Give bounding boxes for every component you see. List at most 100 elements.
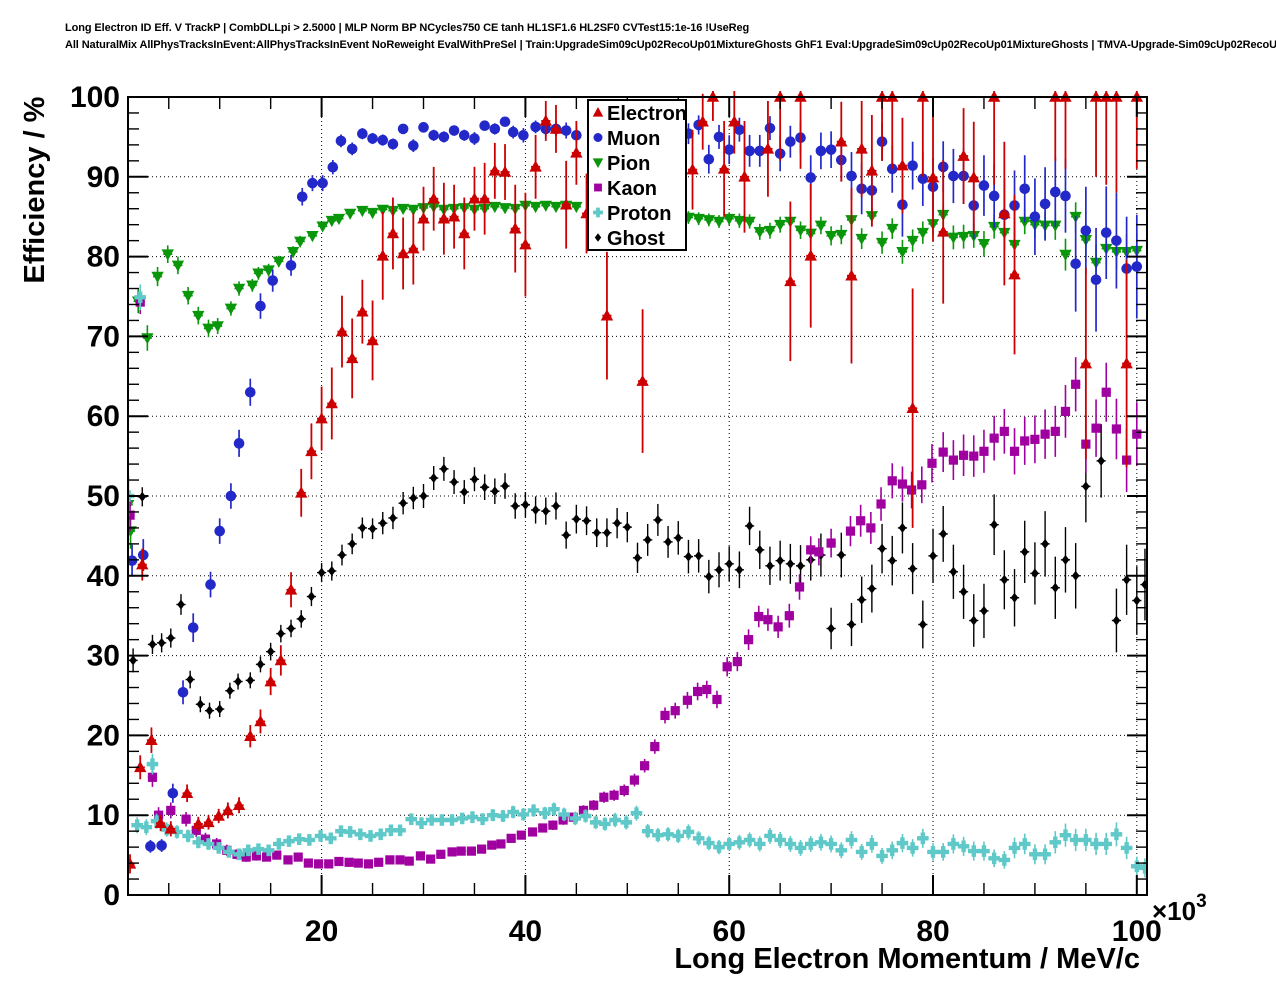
data-point [876, 487, 886, 521]
data-point [733, 213, 746, 228]
data-point [886, 91, 899, 169]
data-point [835, 225, 848, 245]
data-point [366, 207, 379, 220]
data-point [225, 483, 237, 509]
data-point [918, 600, 928, 649]
data-point [866, 835, 878, 853]
data-point [650, 739, 660, 754]
data-point [507, 805, 519, 819]
data-point [366, 300, 379, 381]
data-point [286, 246, 300, 259]
data-point [1060, 159, 1071, 233]
data-point [673, 521, 683, 555]
data-point [134, 284, 147, 311]
x-tick-label: 100 [1112, 915, 1162, 948]
data-point [636, 309, 649, 453]
data-point [303, 834, 316, 846]
data-point [602, 518, 612, 548]
data-point [814, 216, 828, 235]
data-point [255, 293, 266, 319]
data-point [529, 201, 542, 214]
data-point [1090, 227, 1102, 332]
data-point [316, 221, 329, 233]
data-point [295, 468, 308, 517]
y-tick-label: 90 [87, 161, 120, 194]
data-point [407, 212, 420, 285]
data-point [303, 858, 313, 868]
data-point [324, 859, 334, 869]
data-point [717, 120, 731, 217]
data-point [284, 572, 298, 608]
data-point [128, 544, 138, 577]
data-point [979, 429, 989, 473]
data-point [907, 471, 917, 509]
data-point [773, 216, 787, 233]
data-point [181, 812, 191, 827]
data-point [908, 543, 918, 595]
data-point [1069, 828, 1082, 852]
data-point [192, 816, 205, 832]
data-point [530, 120, 541, 134]
legend-label: Electron [607, 103, 687, 125]
data-point [1049, 156, 1061, 228]
data-point [425, 814, 438, 826]
data-point [456, 846, 466, 856]
series-electron [128, 91, 1144, 874]
data-point [794, 221, 807, 240]
data-point [1122, 544, 1132, 615]
data-point [723, 135, 735, 165]
data-point [785, 543, 795, 584]
data-point [211, 318, 224, 335]
data-point [488, 201, 502, 214]
data-point [906, 288, 919, 528]
data-point [128, 854, 137, 874]
data-point [324, 832, 337, 845]
data-point [396, 203, 410, 216]
data-point [896, 239, 909, 264]
data-point [509, 184, 522, 273]
data-point [245, 672, 255, 689]
data-point [703, 835, 715, 851]
data-point [417, 186, 430, 251]
data-point [1096, 424, 1106, 498]
data-point [826, 528, 836, 558]
data-point [506, 833, 516, 843]
data-point [804, 183, 817, 328]
data-point [1110, 822, 1123, 847]
data-point [897, 502, 908, 554]
data-point [1101, 362, 1111, 422]
data-point [957, 836, 970, 856]
data-point [570, 201, 583, 214]
data-point [1030, 415, 1040, 464]
data-point [948, 544, 958, 599]
data-point [969, 594, 979, 647]
data-point [437, 182, 451, 255]
data-point [1049, 831, 1062, 854]
data-point [917, 828, 929, 848]
y-tick-label: 50 [87, 480, 120, 513]
data-point [315, 386, 328, 451]
data-point [937, 160, 950, 304]
data-point [713, 124, 725, 149]
data-point [979, 583, 989, 639]
data-point [845, 515, 856, 547]
data-point [855, 843, 868, 860]
data-point [212, 808, 225, 824]
data-point [999, 550, 1009, 610]
data-point [619, 784, 629, 797]
data-point [334, 856, 344, 867]
data-point [967, 121, 980, 234]
data-point [538, 806, 551, 820]
data-point [1040, 511, 1050, 577]
data-point [427, 166, 440, 231]
data-point [784, 835, 797, 852]
data-point [723, 212, 736, 226]
data-point [978, 841, 990, 861]
data-point [703, 144, 715, 174]
data-point [1120, 259, 1133, 468]
data-point [988, 849, 1000, 868]
data-point [620, 815, 633, 830]
data-point [643, 523, 653, 556]
data-point [242, 844, 255, 857]
data-point [989, 415, 999, 461]
